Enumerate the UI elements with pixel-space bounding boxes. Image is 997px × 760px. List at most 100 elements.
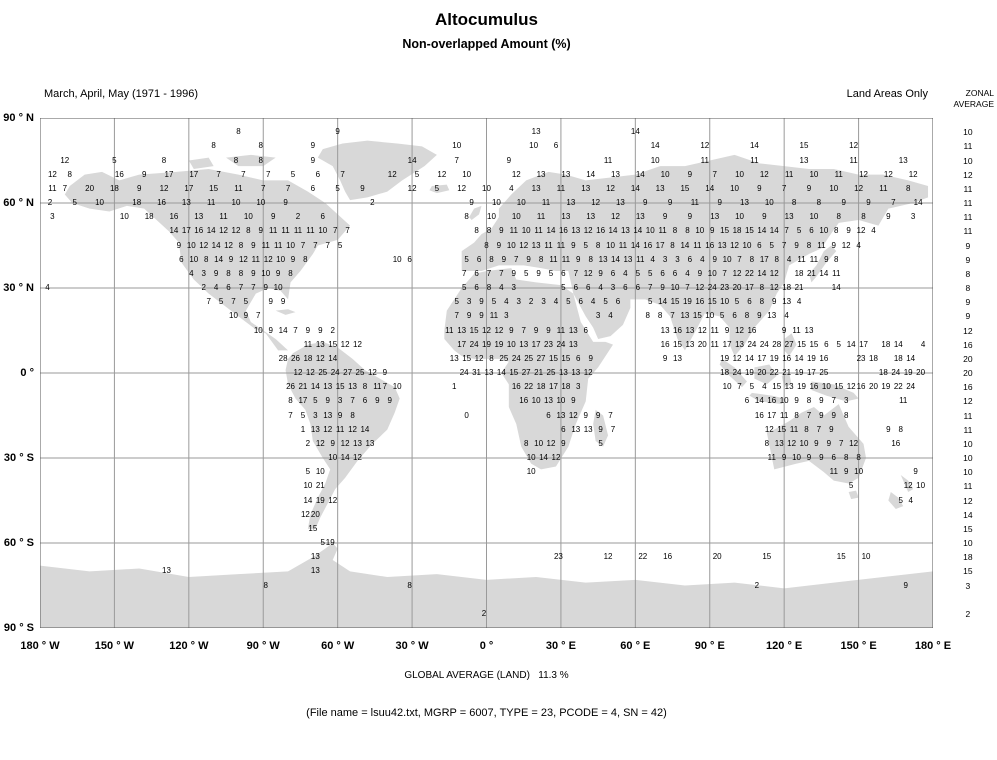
grid-value: 14 xyxy=(546,226,556,236)
grid-value: 14 xyxy=(630,240,640,250)
global-average-label: GLOBAL AVERAGE (LAND) 11.3 % xyxy=(404,670,569,681)
grid-value: 6 xyxy=(747,297,752,307)
zonal-average-value: 16 xyxy=(963,339,973,350)
grid-value: 25 xyxy=(318,368,328,377)
grid-value: 5 xyxy=(300,410,306,420)
grid-value: 12 xyxy=(159,183,169,193)
grid-value: 18 xyxy=(536,382,546,392)
grid-value: 8 xyxy=(303,254,308,264)
grid-value: 7 xyxy=(261,183,266,193)
grid-value: 14 xyxy=(846,339,856,349)
grid-value: 11 xyxy=(281,226,290,236)
grid-value: 6 xyxy=(179,254,184,264)
grid-value: 7 xyxy=(670,311,675,321)
grid-value: 2 xyxy=(305,438,311,448)
grid-value: 10 xyxy=(521,226,531,236)
grid-value: 11 xyxy=(306,226,315,236)
zonal-average-value: 10 xyxy=(963,466,973,477)
grid-value: 9 xyxy=(571,396,576,406)
grid-value: 5 xyxy=(796,226,802,236)
longitude-tick-label: 30 ° E xyxy=(545,640,576,652)
grid-value: 11 xyxy=(710,339,719,349)
grid-value: 7 xyxy=(288,410,293,420)
grid-value: 18 xyxy=(720,368,730,377)
grid-value: 13 xyxy=(310,552,320,562)
grid-value: 14 xyxy=(211,240,221,250)
grid-value: 9 xyxy=(824,254,829,264)
longitude-tick-label: 90 ° E xyxy=(694,640,725,652)
grid-value: 18 xyxy=(561,382,571,392)
grid-value: 24 xyxy=(330,368,340,377)
grid-value: 15 xyxy=(509,368,519,377)
grid-value: 19 xyxy=(720,353,730,363)
zonal-header-line2: AVERAGE xyxy=(953,99,994,110)
grid-value: 6 xyxy=(578,297,583,307)
grid-value: 19 xyxy=(903,368,913,377)
grid-value: 20 xyxy=(732,283,742,292)
grid-value: 24 xyxy=(732,368,742,377)
grid-value: 13 xyxy=(784,212,794,222)
grid-value: 13 xyxy=(784,382,794,392)
grid-value: 13 xyxy=(735,339,744,349)
british-isles-landmass xyxy=(469,205,482,220)
latitude-tick-label: 90 ° S xyxy=(3,622,34,634)
grid-value: 10 xyxy=(482,183,491,193)
grid-value: 14 xyxy=(328,353,338,363)
grid-value: 5 xyxy=(598,438,603,448)
grid-value: 3 xyxy=(595,311,601,321)
grid-value: 6 xyxy=(320,212,326,222)
zonal-average-value: 10 xyxy=(963,155,973,166)
grid-value: 21 xyxy=(782,368,792,377)
grid-value: 6 xyxy=(362,396,368,406)
grid-value: 10 xyxy=(231,198,241,207)
page-title: Altocumulus xyxy=(435,10,538,29)
grid-value: 9 xyxy=(310,155,316,165)
longitude-tick-label: 180 ° E xyxy=(914,640,952,652)
grid-value: 5 xyxy=(523,268,529,278)
grid-value: 9 xyxy=(330,438,335,448)
grid-value: 8 xyxy=(806,240,812,250)
grid-value: 7 xyxy=(781,240,787,250)
zonal-average-value: 14 xyxy=(963,509,973,520)
grid-value: 11 xyxy=(780,410,789,420)
grid-value: 7 xyxy=(216,169,221,179)
grid-value: 13 xyxy=(353,438,362,448)
grid-value: 7 xyxy=(461,268,467,278)
zonal-average-value: 2 xyxy=(965,608,971,619)
grid-value: 10 xyxy=(735,212,744,222)
grid-value: 17 xyxy=(164,169,174,179)
grid-value: 12 xyxy=(199,240,209,250)
grid-value: 4 xyxy=(784,311,789,321)
grid-value: 9 xyxy=(829,424,834,434)
grid-value: 16 xyxy=(663,552,673,562)
grid-value: 13 xyxy=(655,183,665,193)
grid-value: 6 xyxy=(315,169,321,179)
grid-value: 8 xyxy=(791,198,797,207)
grid-value: 15 xyxy=(707,297,717,307)
grid-value: 9 xyxy=(466,311,472,321)
grid-value: 9 xyxy=(697,268,703,278)
grid-value: 9 xyxy=(360,183,365,193)
grid-value: 6 xyxy=(474,283,479,292)
world-map-svg xyxy=(40,118,933,628)
grid-value: 6 xyxy=(573,283,579,292)
grid-value: 4 xyxy=(499,283,504,292)
grid-value: 13 xyxy=(531,183,541,193)
grid-value: 9 xyxy=(781,453,787,462)
grid-value: 4 xyxy=(920,339,926,349)
grid-value: 12 xyxy=(219,226,228,236)
grid-value: 5 xyxy=(335,183,340,193)
grid-value: 9 xyxy=(826,438,832,448)
grid-value: 27 xyxy=(521,368,531,377)
grid-value: 14 xyxy=(586,169,596,179)
grid-value: 16 xyxy=(754,410,764,420)
grid-value: 7 xyxy=(300,240,306,250)
grid-value: 8 xyxy=(595,240,601,250)
grid-value: 9 xyxy=(903,580,908,590)
longitude-tick-label: 150 ° W xyxy=(94,640,135,652)
zonal-average-value: 9 xyxy=(965,254,971,265)
grid-value: 3 xyxy=(576,382,581,392)
longitude-tick-label: 60 ° W xyxy=(321,640,355,652)
zonal-average-value: 10 xyxy=(963,537,973,548)
grid-value: 5 xyxy=(434,183,440,193)
